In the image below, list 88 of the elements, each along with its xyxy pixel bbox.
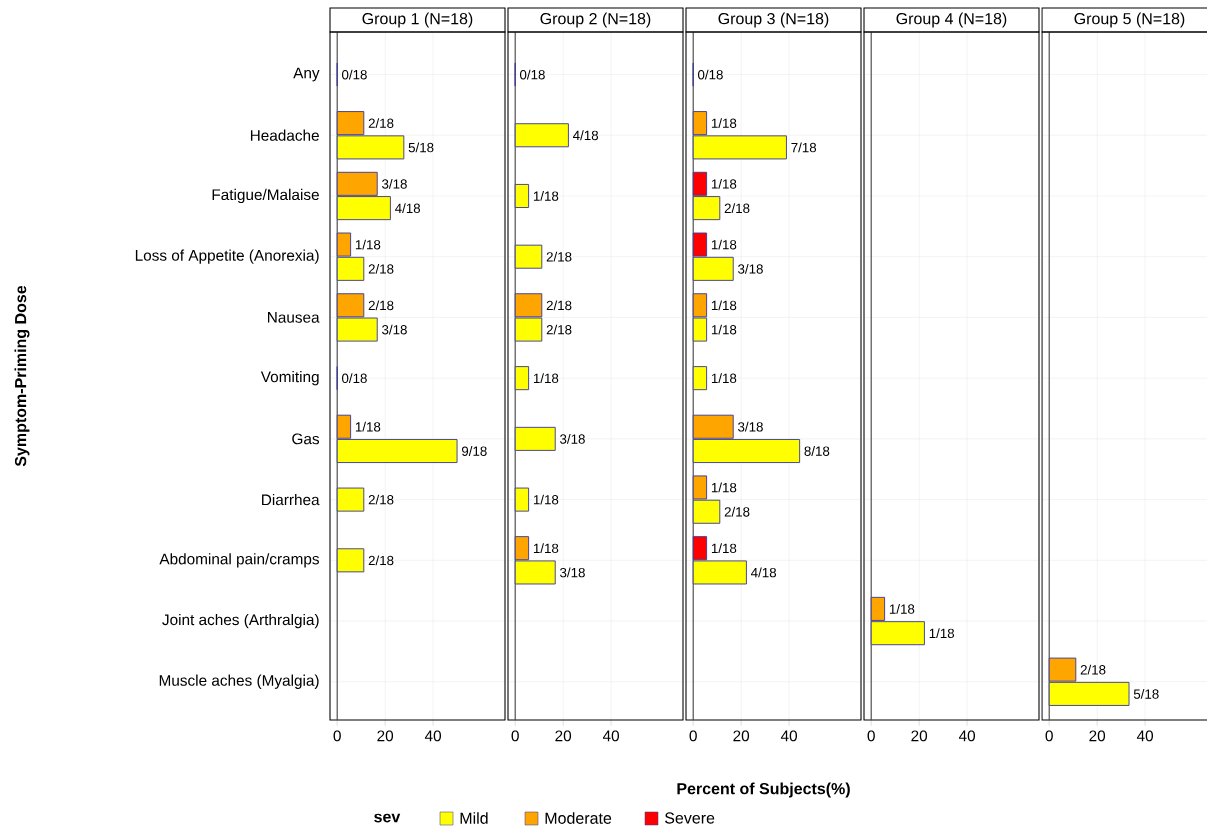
bar — [514, 183, 530, 208]
data-label: 1/18 — [929, 628, 955, 639]
x-tick-label: 40 — [958, 730, 976, 742]
x-tick-label: 40 — [602, 730, 620, 742]
x-tick-label: 20 — [377, 730, 394, 742]
data-label: 1/18 — [711, 373, 737, 384]
x-tick-label: 0 — [511, 730, 519, 742]
x-tick-label: 40 — [424, 730, 442, 742]
bar — [514, 244, 543, 269]
data-label: 2/18 — [1080, 664, 1106, 675]
x-tick-label: 0 — [689, 730, 697, 742]
data-label: 3/18 — [382, 178, 407, 189]
data-label: 1/18 — [711, 178, 737, 189]
data-label: 3/18 — [738, 263, 763, 274]
y-tick-label: Vomiting — [260, 371, 319, 386]
data-label: 2/18 — [368, 555, 394, 566]
data-label: 1/18 — [533, 543, 559, 554]
data-label: 4/18 — [573, 130, 599, 141]
x-axis-title: Percent of Subjects(%) — [677, 782, 850, 798]
y-tick-label: Diarrhea — [262, 493, 320, 506]
data-label: 0/18 — [341, 69, 367, 80]
x-tick-label: 20 — [733, 730, 750, 742]
data-label: 2/18 — [546, 324, 572, 335]
data-label: 8/18 — [804, 446, 830, 456]
y-tick-label: Any — [293, 67, 320, 82]
data-label: 2/18 — [368, 118, 394, 128]
data-label: 2/18 — [368, 494, 394, 505]
bar — [514, 123, 569, 148]
data-label: 3/18 — [738, 421, 763, 432]
y-tick-label: Nausea — [268, 312, 320, 323]
data-label: 7/18 — [791, 142, 817, 153]
data-label: 2/18 — [546, 300, 572, 311]
x-tick-label: 0 — [333, 730, 341, 742]
chart-title: Group 1 (N=18) — [362, 12, 473, 28]
data-label: 1/18 — [711, 118, 737, 128]
data-label: 1/18 — [889, 604, 915, 614]
y-tick-label: Muscle aches (Myalgia) — [159, 674, 319, 689]
y-tick-label: Loss of Appetite (Anorexia) — [135, 249, 319, 264]
x-tick-label: 20 — [555, 730, 572, 742]
data-label: 1/18 — [533, 373, 559, 384]
chart-title: Group 5 (N=18) — [1074, 12, 1185, 28]
data-label: 0/18 — [697, 69, 723, 80]
data-label: 3/18 — [560, 433, 585, 444]
legend-label: Moderate — [545, 812, 612, 824]
x-tick-label: 20 — [911, 730, 928, 742]
data-label: 1/18 — [711, 324, 737, 335]
data-label: 1/18 — [711, 300, 737, 311]
legend-label: Mild — [460, 812, 488, 824]
data-label: 1/18 — [533, 191, 559, 201]
bar — [514, 426, 556, 451]
bar — [514, 366, 530, 391]
data-label: 1/18 — [711, 482, 737, 493]
data-label: 3/18 — [560, 567, 585, 578]
data-label: 2/18 — [368, 263, 394, 274]
y-tick-label: Headache — [250, 129, 319, 141]
y-tick-label: Gas — [292, 433, 320, 445]
x-tick-label: 0 — [1045, 730, 1053, 742]
data-label: 1/18 — [711, 543, 737, 554]
data-label: 1/18 — [355, 421, 381, 432]
data-label: 0/18 — [519, 69, 545, 80]
legend-label: Severe — [665, 812, 715, 824]
bar — [514, 487, 530, 512]
data-label: 1/18 — [533, 494, 559, 505]
y-tick-label: Fatigue/Malaise — [212, 188, 319, 204]
data-label: 3/18 — [382, 324, 407, 335]
data-label: 2/18 — [724, 203, 750, 214]
data-label: 4/18 — [751, 567, 777, 578]
chart-title: Group 4 (N=18) — [896, 12, 1007, 28]
data-label: 2/18 — [724, 506, 750, 517]
data-label: 1/18 — [355, 239, 381, 250]
data-label: 4/18 — [394, 203, 421, 214]
data-label: 5/18 — [1133, 689, 1159, 699]
data-label: 1/18 — [711, 239, 737, 250]
data-label: 2/18 — [546, 251, 572, 262]
data-label: 2/18 — [368, 300, 394, 311]
x-tick-label: 20 — [1089, 730, 1106, 742]
x-tick-label: 40 — [1136, 730, 1154, 742]
y-axis-title: Symptom-Priming Dose — [14, 285, 30, 467]
chart-title: Group 3 (N=18) — [718, 12, 829, 28]
x-tick-label: 40 — [780, 730, 798, 742]
x-tick-label: 0 — [867, 730, 875, 742]
y-tick-label: Joint aches (Arthralgia) — [162, 613, 319, 629]
chart-title: Group 2 (N=18) — [540, 12, 651, 28]
data-label: 0/18 — [341, 373, 367, 384]
legend-title: sev — [374, 813, 401, 823]
y-tick-label: Abdominal pain/cramps — [159, 553, 319, 568]
data-label: 5/18 — [408, 142, 434, 153]
data-label: 9/18 — [461, 446, 487, 456]
